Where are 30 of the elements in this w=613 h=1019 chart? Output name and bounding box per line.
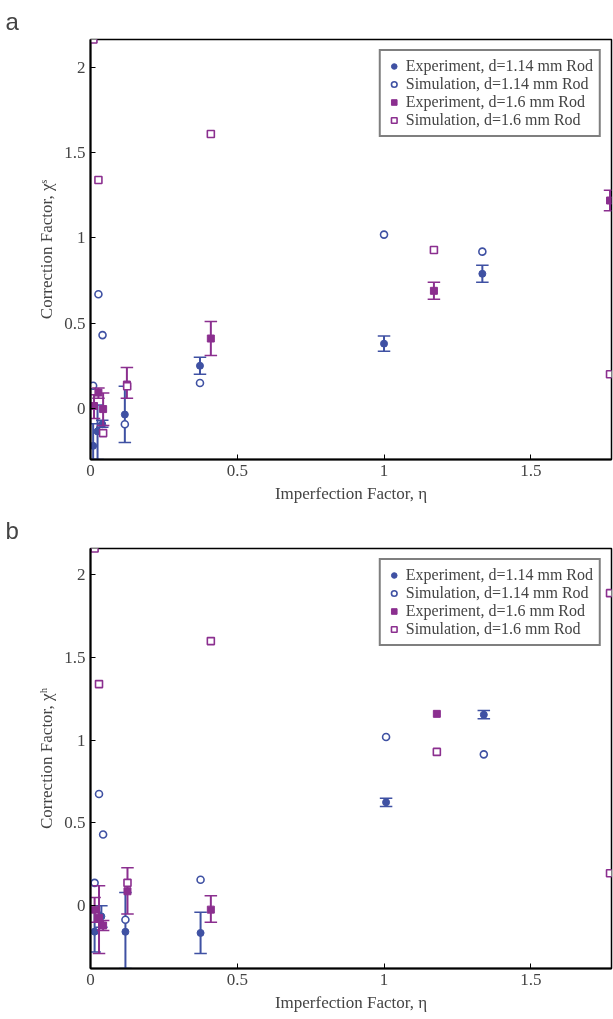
legend-label: Simulation, d=1.14 mm Rod xyxy=(405,75,589,93)
y-tick-label: 1 xyxy=(77,228,86,248)
y-tick-label: 0.5 xyxy=(64,313,86,333)
x-axis-title: Imperfection Factor, η xyxy=(274,992,428,1012)
legend-label: Simulation, d=1.6 mm Rod xyxy=(405,620,581,638)
legend-label: Experiment, d=1.6 mm Rod xyxy=(405,93,585,111)
x-tick-label: 0.5 xyxy=(226,460,248,480)
y-tick-label: 1.5 xyxy=(64,143,86,163)
x-tick-label: 1 xyxy=(379,460,389,480)
y-axis-title: Correction Factor, χˢ xyxy=(37,179,57,320)
chart-title: b xyxy=(5,516,19,544)
y-tick-label: 0.5 xyxy=(64,813,86,833)
legend-label: Experiment, d=1.6 mm Rod xyxy=(405,602,585,620)
x-axis-title: Imperfection Factor, η xyxy=(274,483,428,503)
legend-label: Simulation, d=1.6 mm Rod xyxy=(405,111,581,129)
y-tick-label: 2 xyxy=(77,58,86,78)
y-tick-label: 1 xyxy=(77,730,86,750)
y-axis-title: Correction Factor, χʰ xyxy=(37,687,57,830)
y-tick-label: 0 xyxy=(77,896,86,916)
y-tick-label: 1.5 xyxy=(64,648,86,668)
chart-title: a xyxy=(5,7,20,35)
y-tick-label: 2 xyxy=(77,565,86,585)
x-tick-label: 1 xyxy=(379,969,389,989)
legend-label: Simulation, d=1.14 mm Rod xyxy=(405,584,589,602)
legend-label: Experiment, d=1.14 mm Rod xyxy=(405,57,593,75)
x-tick-label: 0.5 xyxy=(226,969,248,989)
y-tick-label: 0 xyxy=(77,398,86,418)
x-tick-label: 1.5 xyxy=(520,460,542,480)
legend-label: Experiment, d=1.14 mm Rod xyxy=(405,566,593,584)
x-tick-label: 1.5 xyxy=(520,969,542,989)
